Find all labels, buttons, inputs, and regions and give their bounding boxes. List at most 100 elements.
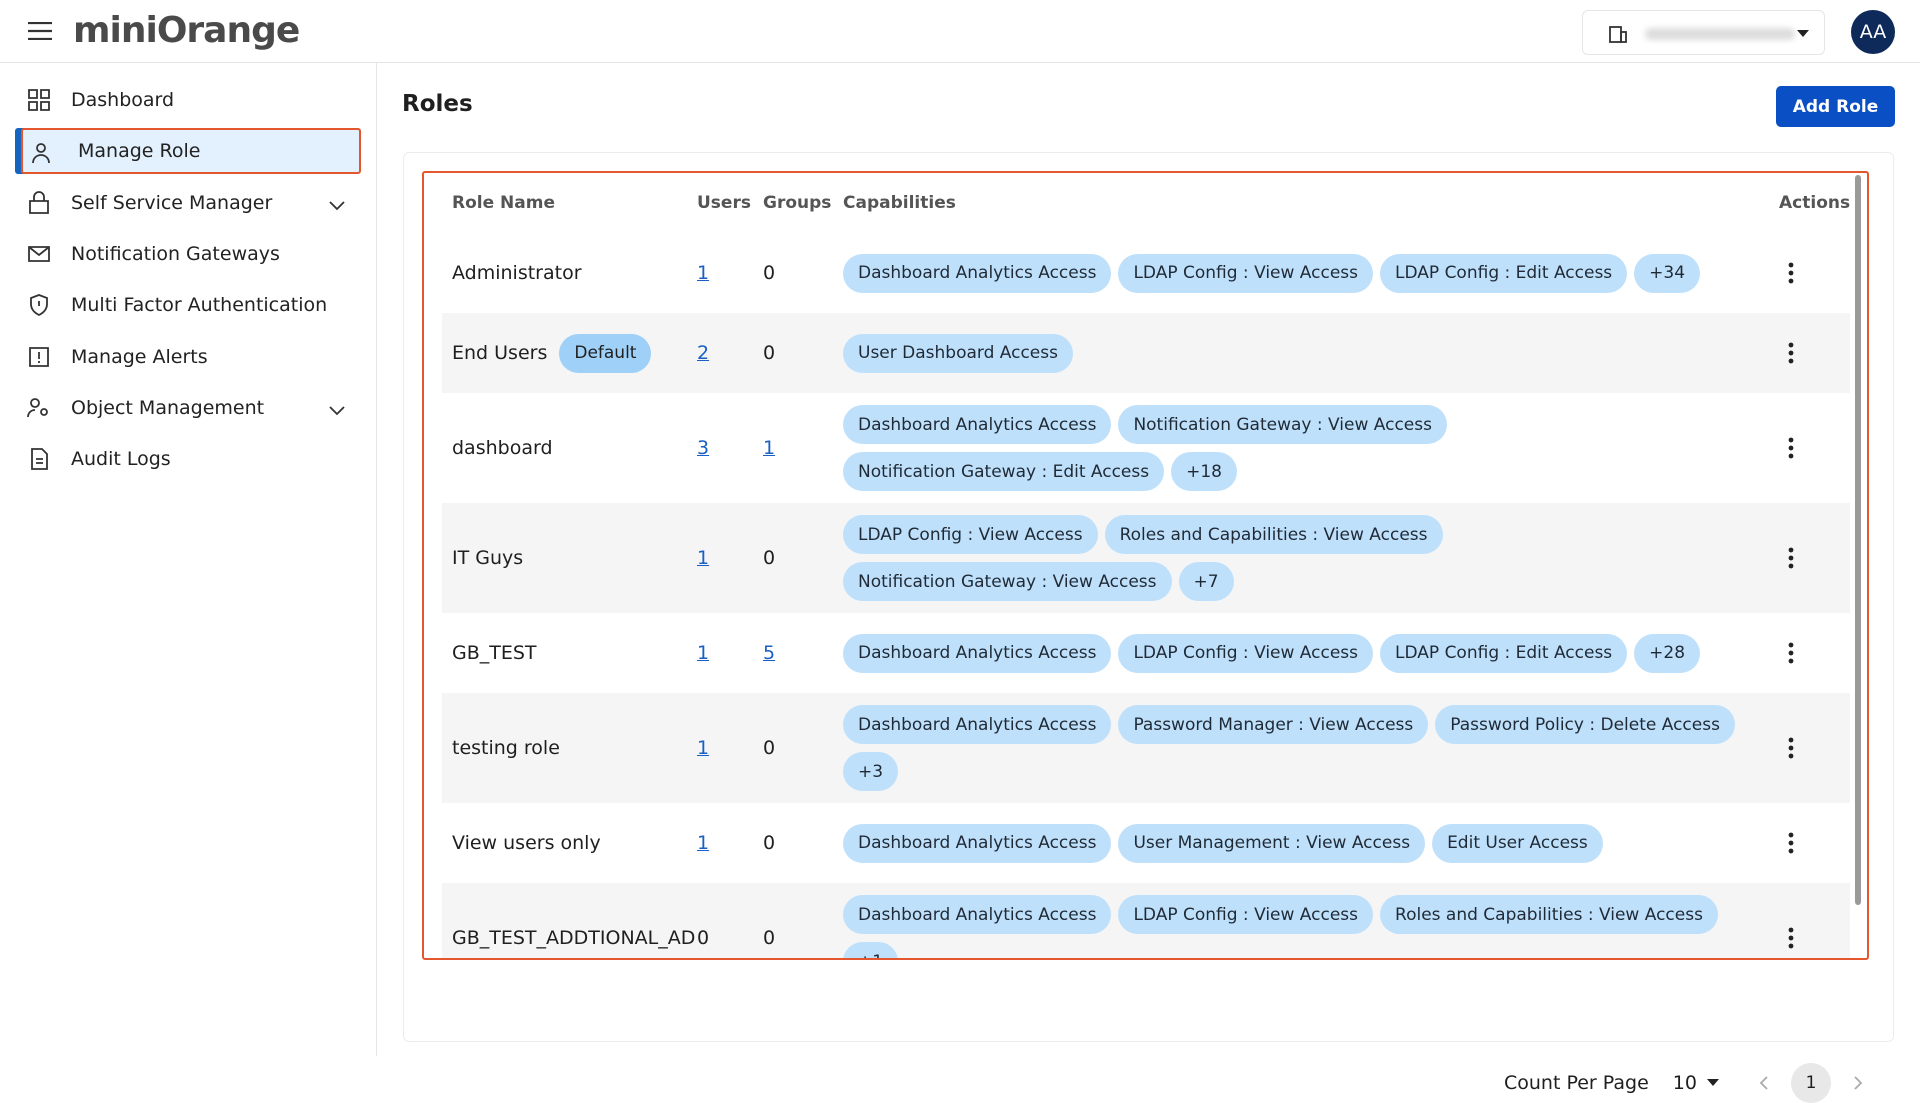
table-row: Administrator 1 0 Dashboard Analytics Acces…	[442, 233, 1850, 313]
nav-item[interactable]: Self Service Manager	[21, 180, 361, 226]
capability-chip: LDAP Config : Edit Access	[1380, 253, 1628, 293]
groups-count: 0	[763, 832, 776, 854]
capabilities: User Dashboard Access	[843, 322, 1763, 385]
table-row: GB_TEST 1 5 Dashboard Analytics Access LDAP …	[442, 613, 1850, 693]
kebab-icon	[1788, 342, 1794, 364]
more-chip[interactable]: +1	[843, 942, 899, 958]
scrollbar	[1855, 175, 1861, 905]
caret	[1706, 1079, 1719, 1086]
capability-chip: Notification Gateway : Edit Access	[843, 452, 1165, 491]
capability-chip: LDAP Config : View Access	[1118, 253, 1374, 293]
page-number[interactable]: 1	[1790, 1063, 1831, 1103]
role-name-cell: dashboard	[452, 437, 553, 459]
more-chip[interactable]: +3	[843, 752, 899, 791]
nav-item[interactable]: Manage Role	[21, 128, 361, 175]
users-count[interactable]: 3	[697, 437, 710, 459]
more-chip[interactable]: +18	[1171, 452, 1237, 491]
more-chip[interactable]: +7	[1178, 562, 1234, 601]
prev-page[interactable]	[1759, 1076, 1769, 1090]
nav-item[interactable]: Audit Logs	[21, 436, 361, 482]
nav-item[interactable]: Multi Factor Authentication	[21, 282, 361, 328]
page-title: Roles	[402, 91, 473, 117]
nav-icon	[31, 448, 48, 470]
column-header: Users	[697, 193, 751, 213]
avatar[interactable]: AA	[1851, 10, 1895, 54]
actions-menu[interactable]	[1787, 341, 1795, 370]
column-header: Capabilities	[843, 193, 956, 213]
nav-label: Audit Logs	[71, 448, 171, 471]
actions-menu[interactable]	[1787, 546, 1795, 575]
nav-item[interactable]: Dashboard	[21, 77, 361, 123]
column-header: Actions	[1779, 193, 1851, 213]
groups-count: 0	[763, 262, 776, 284]
role-name-cell: IT Guys	[452, 547, 523, 569]
expand-icon	[329, 406, 345, 416]
users-count[interactable]: 1	[697, 262, 710, 284]
capability-chip: Dashboard Analytics Access	[843, 405, 1112, 444]
role-name-cell: View users only	[452, 832, 601, 854]
users-count[interactable]: 1	[697, 737, 710, 759]
next-page[interactable]	[1853, 1076, 1863, 1090]
actions-menu[interactable]	[1787, 831, 1795, 860]
capabilities: Dashboard Analytics Access LDAP Config : …	[843, 242, 1763, 305]
nav-icon	[32, 143, 50, 164]
default-badge: Default	[559, 333, 652, 373]
capabilities: Dashboard Analytics Access Password Manag…	[843, 693, 1763, 803]
table-row: IT Guys 1 0 LDAP Config : View Access Roles …	[442, 503, 1850, 613]
nav-label: Manage Role	[78, 140, 201, 163]
groups-count: 0	[763, 342, 776, 364]
role-name: Administrator	[452, 262, 582, 284]
nav-item[interactable]: Manage Alerts	[21, 334, 361, 380]
table-row: View users only 1 0 Dashboard Analytics Acc…	[442, 803, 1850, 883]
role-name: testing role	[452, 737, 560, 759]
nav-label: Multi Factor Authentication	[71, 294, 328, 317]
actions-menu[interactable]	[1787, 641, 1795, 670]
capabilities: Dashboard Analytics Access User Managemen…	[843, 812, 1763, 875]
capability-chip: Roles and Capabilities : View Access	[1380, 895, 1718, 934]
users-count[interactable]: 1	[697, 547, 710, 569]
capability-chip: Dashboard Analytics Access	[843, 895, 1112, 934]
actions-menu[interactable]	[1787, 261, 1795, 290]
capabilities: LDAP Config : View Access Roles and Capab…	[843, 503, 1763, 613]
add-role-button[interactable]: Add Role	[1776, 86, 1895, 127]
role-name: IT Guys	[452, 547, 524, 569]
groups-count[interactable]: 5	[763, 642, 776, 664]
capability-chip: Dashboard Analytics Access	[843, 705, 1112, 744]
role-name: GB_TEST_ADDTIONAL_AD	[452, 927, 696, 949]
nav-item[interactable]: Object Management	[21, 385, 361, 431]
users-count[interactable]: 1	[697, 832, 710, 854]
capability-chip: Roles and Capabilities : View Access	[1104, 515, 1443, 554]
kebab-icon	[1788, 737, 1794, 759]
users-count[interactable]: 1	[697, 642, 710, 664]
capability-chip: User Management : View Access	[1118, 823, 1426, 863]
actions-menu[interactable]	[1787, 436, 1795, 465]
actions-menu[interactable]	[1787, 736, 1795, 765]
actions-menu[interactable]	[1787, 926, 1795, 955]
top-bar: miniOrange AA	[0, 0, 1920, 63]
capability-chip: LDAP Config : View Access	[843, 515, 1098, 554]
org-selector[interactable]	[1582, 10, 1825, 55]
users-count[interactable]: 2	[697, 342, 710, 364]
column-header: Role Name	[452, 193, 555, 213]
groups-count: 0	[763, 547, 776, 569]
more-chip[interactable]: +28	[1634, 633, 1701, 673]
capability-chip: Notification Gateway : View Access	[843, 562, 1172, 601]
capability-chip: User Dashboard Access	[843, 333, 1073, 373]
per-page-select[interactable]: 10	[1672, 1072, 1697, 1094]
capability-chip: Notification Gateway : View Access	[1118, 405, 1447, 444]
menu-icon[interactable]	[28, 22, 52, 40]
kebab-icon	[1788, 832, 1794, 854]
main: Roles Add Role Role Name Users Groups Capab…	[377, 63, 1920, 1103]
card: Role Name Users Groups Capabilities Actions …	[403, 152, 1894, 1103]
kebab-icon	[1788, 547, 1794, 569]
nav-icon	[27, 397, 48, 417]
nav-item[interactable]: Notification Gateways	[21, 231, 361, 277]
kebab-icon	[1788, 642, 1794, 664]
nav-icon	[30, 294, 48, 317]
pagination: Count Per Page 10 1	[1504, 1063, 1863, 1103]
capability-chip: Dashboard Analytics Access	[843, 823, 1112, 863]
more-chip[interactable]: +34	[1634, 253, 1701, 293]
groups-count[interactable]: 1	[763, 437, 776, 459]
capability-chip: Edit User Access	[1432, 823, 1603, 863]
